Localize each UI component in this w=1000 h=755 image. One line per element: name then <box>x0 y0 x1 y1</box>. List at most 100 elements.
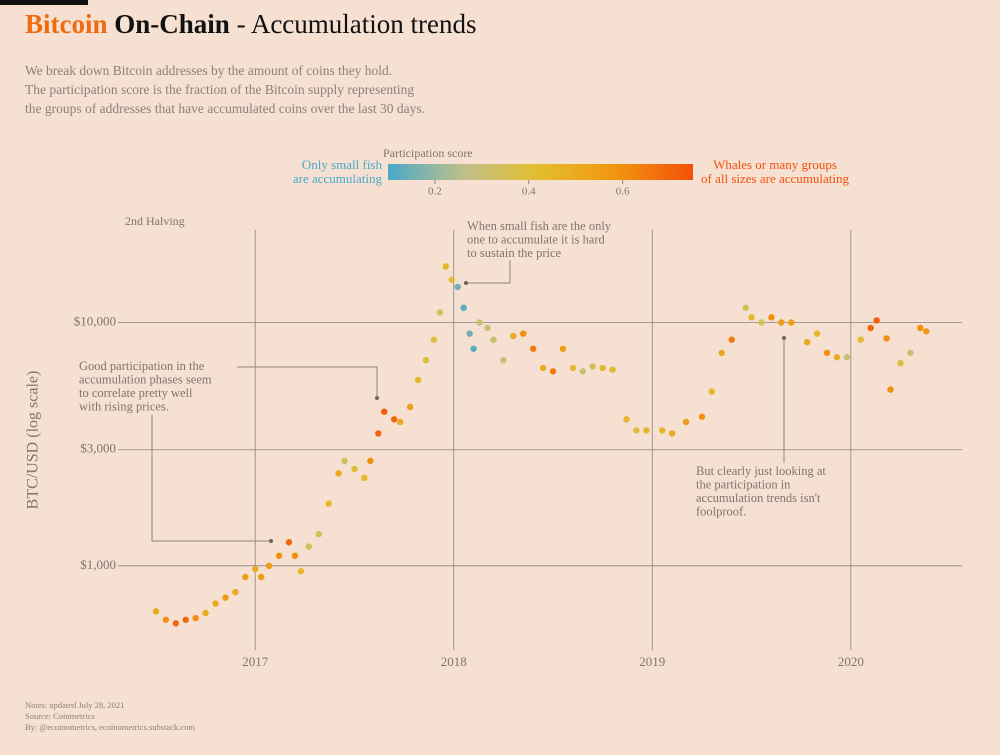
annotation: Good participation in the <box>79 359 205 373</box>
point <box>643 427 650 434</box>
point <box>778 319 785 326</box>
leader-dot <box>269 539 273 543</box>
point <box>406 403 414 411</box>
annotation: accumulation phases seem <box>79 372 212 386</box>
leader-dot <box>464 281 468 285</box>
point <box>599 364 606 372</box>
point <box>788 319 795 326</box>
point <box>490 336 497 343</box>
point <box>422 356 430 364</box>
title-strong: On-Chain <box>114 9 230 39</box>
point <box>335 470 342 477</box>
point <box>257 573 265 581</box>
leader-dot <box>782 336 786 340</box>
point <box>367 457 374 465</box>
point <box>718 349 725 357</box>
point <box>442 263 450 270</box>
note: Notes: updated July 28, 2021 <box>25 700 124 710</box>
y-axis-label: BTC/USD (log scale) <box>25 371 42 510</box>
point <box>803 338 811 346</box>
point <box>172 620 180 627</box>
point <box>823 349 831 357</box>
annotation: But clearly just looking at <box>696 464 826 478</box>
point <box>381 408 388 415</box>
note: By: @ecoinometrics, ecoinometrics.substa… <box>25 722 195 732</box>
colorbar-title: Participation score <box>383 146 473 160</box>
point <box>867 324 874 332</box>
point <box>305 543 313 550</box>
annotation: with rising prices. <box>79 399 169 413</box>
point <box>623 416 630 423</box>
point <box>476 319 483 326</box>
point <box>361 474 368 482</box>
point <box>923 328 930 335</box>
point <box>460 304 467 311</box>
annotation: accumulation trends isn't <box>696 491 821 505</box>
point <box>539 364 547 372</box>
top-bar <box>0 0 88 5</box>
point <box>265 562 273 570</box>
subtitle-line: The participation score is the fraction … <box>25 82 414 97</box>
point <box>917 324 924 332</box>
point <box>375 430 382 437</box>
leader-line <box>237 366 378 398</box>
chart-title: Bitcoin On-Chain - Accumulation trends <box>25 9 477 39</box>
point <box>708 388 716 395</box>
point <box>748 314 755 321</box>
point <box>341 457 348 465</box>
point <box>529 345 537 352</box>
leader-line <box>466 260 511 284</box>
point <box>887 386 894 393</box>
x-tick-label: 2020 <box>838 654 864 669</box>
colorbar: Participation score 0.2 0.4 0.6 Only small f… <box>293 146 850 198</box>
point <box>758 319 765 326</box>
point <box>633 427 640 434</box>
point <box>351 465 358 473</box>
title-brand: Bitcoin <box>25 9 108 39</box>
colorbar-tick-label: 0.4 <box>522 186 536 198</box>
leader-dot <box>375 396 379 400</box>
point <box>728 336 735 343</box>
annotation: to sustain the price <box>467 246 562 260</box>
point <box>589 363 596 370</box>
point <box>275 552 283 559</box>
x-tick-label: 2017 <box>242 654 269 669</box>
point <box>897 360 904 367</box>
point <box>192 614 199 622</box>
annotation: the participation in <box>696 477 791 491</box>
point <box>569 364 577 372</box>
annotation: one to accumulate it is hard <box>467 232 606 246</box>
point <box>448 276 455 283</box>
note: Source: Coinmetrics <box>25 711 95 721</box>
subtitle: We break down Bitcoin addresses by the a… <box>25 63 425 116</box>
annotation: When small fish are the only <box>467 219 612 233</box>
point <box>252 565 259 573</box>
colorbar-high-label: Whales or many groups <box>713 157 837 172</box>
annotation: foolproof. <box>696 504 746 518</box>
point <box>390 416 398 423</box>
point <box>152 608 160 615</box>
point <box>873 317 880 324</box>
halving-label: 2nd Halving <box>125 214 185 228</box>
point <box>579 368 587 375</box>
colorbar-high-label: of all sizes are accumulating <box>701 171 849 186</box>
y-tick-label: $3,000 <box>80 441 116 456</box>
point <box>768 314 775 321</box>
point <box>682 418 690 426</box>
point <box>883 335 890 342</box>
x-tick-label: 2019 <box>639 654 665 669</box>
point <box>843 354 851 361</box>
point <box>414 376 422 384</box>
point <box>470 345 477 352</box>
point <box>668 430 676 437</box>
colorbar-tick-label: 0.2 <box>428 186 442 198</box>
point <box>222 594 229 601</box>
point <box>510 332 517 340</box>
y-tick-label: $10,000 <box>74 313 116 328</box>
point <box>484 324 491 332</box>
colorbar-tick-label: 0.6 <box>616 186 630 198</box>
y-tick-label: $1,000 <box>80 557 116 572</box>
